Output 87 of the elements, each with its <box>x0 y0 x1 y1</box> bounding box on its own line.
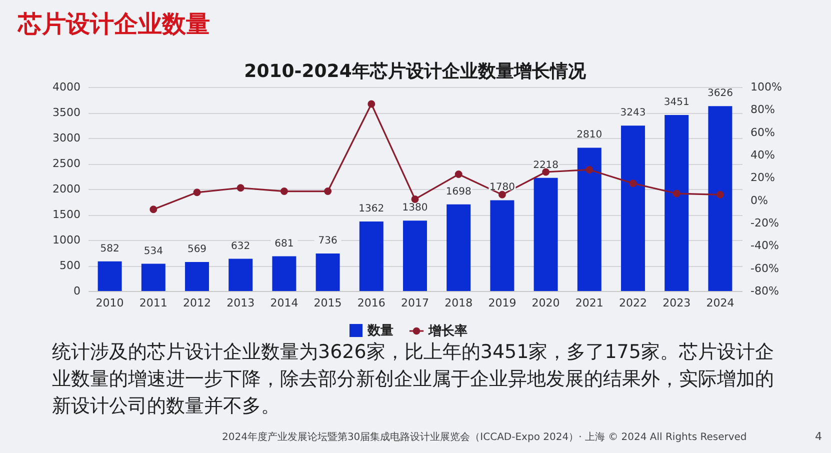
data-label: 534 <box>144 246 163 257</box>
data-label: 1698 <box>446 186 472 198</box>
y-tick-label: 3500 <box>52 106 80 119</box>
text: 统计涉及的芯片设计企业数量为3626家，比上年的3451家，多了175家。芯片设计企 <box>52 341 774 363</box>
data-label: 2218 <box>533 160 559 171</box>
bar <box>403 220 427 291</box>
x-tick-label: 2013 <box>226 296 255 310</box>
data-label: 1380 <box>402 202 428 214</box>
bar <box>490 200 514 291</box>
data-label: 3626 <box>707 88 733 100</box>
y2-tick-label: 60% <box>750 126 775 139</box>
y2-tick-label: -60% <box>750 262 779 275</box>
bar <box>185 262 209 291</box>
y-tick-label: 2000 <box>52 182 80 196</box>
text: 2024年度产业发展论坛暨第30届集成电路设计业展览会（ICCAD-Expo 2024）· 上海 © 2024 All Rights Reserved <box>222 431 747 443</box>
point <box>193 188 201 196</box>
y2-tick-label: 100% <box>750 80 782 94</box>
data-label: 569 <box>187 244 207 255</box>
data-label: 1780 <box>489 182 515 194</box>
x-tick-label: 2024 <box>706 296 734 310</box>
point <box>454 170 462 178</box>
data-label: 1362 <box>358 204 384 215</box>
bar <box>141 264 166 291</box>
text: 4 <box>815 430 822 443</box>
bar <box>446 204 471 291</box>
data-label: 3451 <box>664 97 690 108</box>
point <box>236 184 244 192</box>
y2-tick-label: 0% <box>750 194 768 207</box>
bar <box>534 178 558 291</box>
legend-label: 增长率 <box>428 323 468 339</box>
bar <box>98 261 122 291</box>
bar <box>272 256 296 291</box>
point <box>542 168 550 176</box>
x-tick-label: 2010 <box>96 296 124 310</box>
legend-label: 数量 <box>366 324 394 338</box>
data-label: 736 <box>318 235 338 246</box>
text: 芯片设计企业数量 <box>17 10 210 38</box>
text: 业数量的增速进一步下降，除去部分新创企业属于企业异地发展的结果外，实际增加的 <box>52 368 774 390</box>
bar <box>577 148 602 291</box>
bar <box>228 258 253 291</box>
data-label: 681 <box>274 238 294 250</box>
point <box>368 100 376 108</box>
x-tick-label: 2014 <box>270 296 298 310</box>
x-tick-label: 2019 <box>488 296 516 310</box>
point <box>629 180 637 188</box>
x-tick-label: 2015 <box>314 296 342 310</box>
point <box>150 206 158 214</box>
x-tick-label: 2018 <box>444 296 473 310</box>
y-tick-label: 0 <box>74 284 80 298</box>
x-tick-label: 2016 <box>357 296 386 310</box>
bar <box>316 253 340 291</box>
point <box>586 166 594 174</box>
y2-tick-label: -80% <box>750 284 779 298</box>
y-tick-label: 4000 <box>52 80 80 94</box>
bar <box>664 115 689 291</box>
point <box>672 190 680 198</box>
x-tick-label: 2021 <box>575 296 604 310</box>
point <box>498 190 506 198</box>
point <box>280 188 288 195</box>
y-tick-label: 1000 <box>52 234 80 246</box>
x-tick-label: 2023 <box>662 296 691 310</box>
x-tick-label: 2020 <box>532 296 560 310</box>
text: 新设计公司的数量并不多。 <box>52 395 280 417</box>
chart-title: 2010-2024年芯片设计企业数量增长情况 <box>244 61 587 82</box>
x-tick-label: 2012 <box>183 296 211 310</box>
y2-tick-label: 40% <box>750 148 775 162</box>
data-label: 582 <box>100 243 120 254</box>
y-tick-label: 1500 <box>52 208 80 221</box>
y-tick-label: 2500 <box>52 157 80 170</box>
x-tick-label: 2017 <box>401 296 429 310</box>
y-tick-label: 3000 <box>52 132 80 144</box>
bar <box>621 126 645 291</box>
y2-tick-label: 20% <box>750 171 775 184</box>
data-label: 632 <box>231 240 250 252</box>
point <box>716 190 724 198</box>
y2-tick-label: 80% <box>750 103 775 116</box>
data-label: 2810 <box>576 130 602 141</box>
y-tick-label: 500 <box>60 259 80 272</box>
y2-tick-label: -40% <box>750 239 779 252</box>
bar <box>359 222 384 291</box>
y2-tick-label: -20% <box>750 216 779 230</box>
point <box>411 195 419 203</box>
point <box>324 188 332 195</box>
x-tick-label: 2022 <box>619 296 647 310</box>
bar <box>708 106 732 291</box>
x-tick-label: 2011 <box>139 296 168 310</box>
data-label: 3243 <box>620 108 646 119</box>
